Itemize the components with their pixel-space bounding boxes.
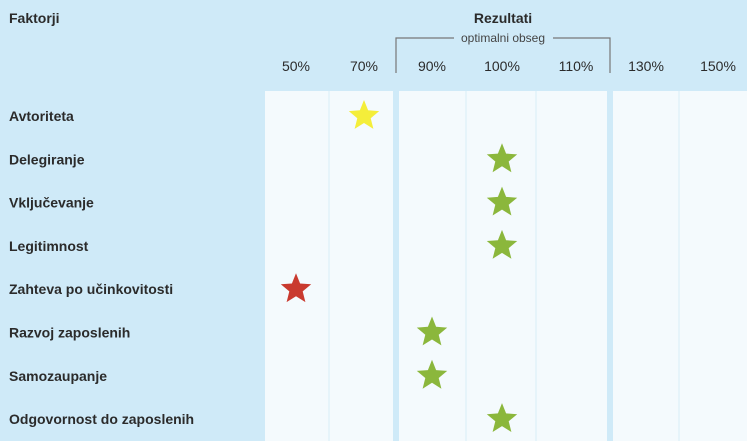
- star-marker: [486, 143, 518, 173]
- optimal-range-label: optimalni obseg: [461, 31, 545, 45]
- factor-label: Samozaupanje: [9, 368, 107, 384]
- x-tick-label: 90%: [418, 58, 446, 74]
- x-tick-label: 130%: [628, 58, 664, 74]
- star-marker: [348, 100, 380, 129]
- plot-area-high: [613, 91, 747, 441]
- factor-label: Odgovornost do zaposlenih: [9, 411, 194, 427]
- star-marker: [486, 186, 518, 216]
- factor-label: Zahteva po učinkovitosti: [9, 281, 173, 297]
- star-marker: [416, 359, 448, 389]
- optimal-range-bracket: [395, 37, 611, 73]
- factor-label: Razvoj zaposlenih: [9, 325, 130, 341]
- factor-label: Vključevanje: [9, 195, 94, 211]
- x-tick-label: 150%: [700, 58, 736, 74]
- factor-label: Delegiranje: [9, 151, 85, 167]
- star-marker: [416, 316, 448, 346]
- factor-label: Legitimnost: [9, 238, 89, 254]
- x-tick-label: 110%: [559, 58, 594, 74]
- x-tick-label: 70%: [350, 58, 378, 74]
- results-title: Rezultati: [474, 10, 532, 26]
- factors-title: Faktorji: [9, 10, 60, 26]
- factor-label: Avtoriteta: [9, 108, 74, 124]
- x-tick-label: 50%: [282, 58, 310, 74]
- star-marker: [280, 273, 312, 303]
- star-marker: [486, 403, 518, 432]
- x-tick-label: 100%: [484, 58, 520, 74]
- star-marker: [486, 229, 518, 259]
- plot-area-optimal: [399, 91, 607, 441]
